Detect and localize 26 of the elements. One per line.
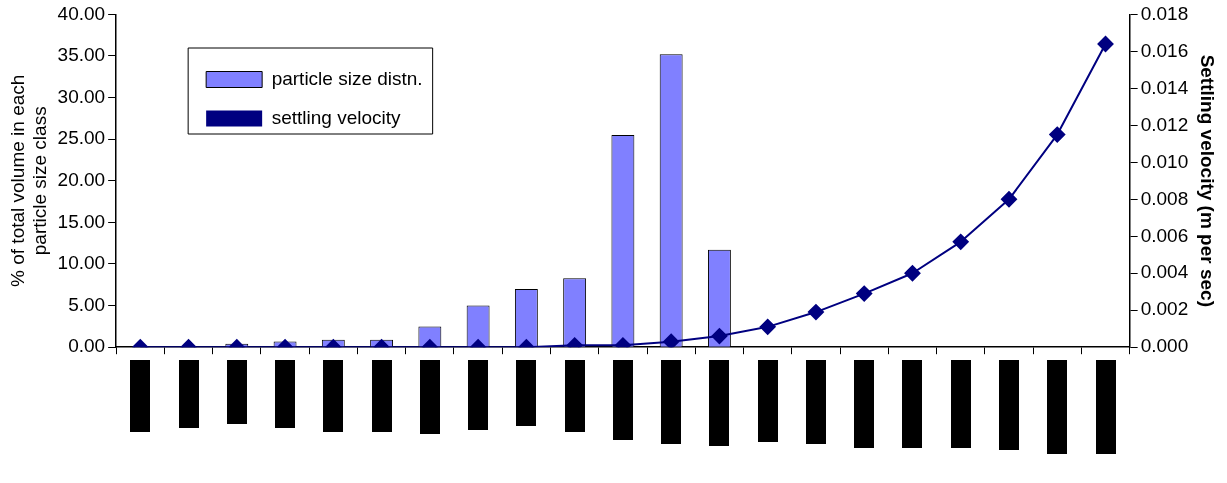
y-axis-title: % of total volume in each particle size class xyxy=(6,74,51,287)
point xyxy=(1001,191,1017,208)
y2-tick-label: 0.010 xyxy=(1140,150,1189,172)
y2-tick-label: 0.016 xyxy=(1140,39,1189,61)
y-tick-label: 10.00 xyxy=(57,252,106,274)
y-tick-label: 40.00 xyxy=(57,2,106,24)
y2-tick-label: 0.002 xyxy=(1140,298,1189,320)
point xyxy=(1049,126,1066,143)
y-tick-label: 5.00 xyxy=(68,293,106,315)
y2-tick-label: 0.012 xyxy=(1140,113,1189,135)
y2-tick-label: 0.018 xyxy=(1140,2,1189,24)
y-tick-label: 30.00 xyxy=(57,85,106,107)
y2-tick-label: 0.006 xyxy=(1140,224,1189,246)
y-tick-label: 15.00 xyxy=(57,210,106,232)
legend-label: particle size distn. xyxy=(271,67,423,89)
y-tick-label: 0.00 xyxy=(68,335,106,357)
y2-tick-label: 0.008 xyxy=(1140,187,1189,209)
y-tick-label: 20.00 xyxy=(57,169,106,191)
y2-axis-title: Settling velocity (m per sec) xyxy=(1197,54,1219,307)
legend-label: settling velocity xyxy=(271,106,401,128)
y2-tick-label: 0.004 xyxy=(1140,261,1189,283)
y-tick-label: 25.00 xyxy=(57,127,106,149)
y-tick-label: 35.00 xyxy=(57,44,106,66)
y2-tick-label: 0.000 xyxy=(1140,335,1189,357)
y2-tick-label: 0.014 xyxy=(1140,76,1189,98)
point xyxy=(952,233,969,250)
